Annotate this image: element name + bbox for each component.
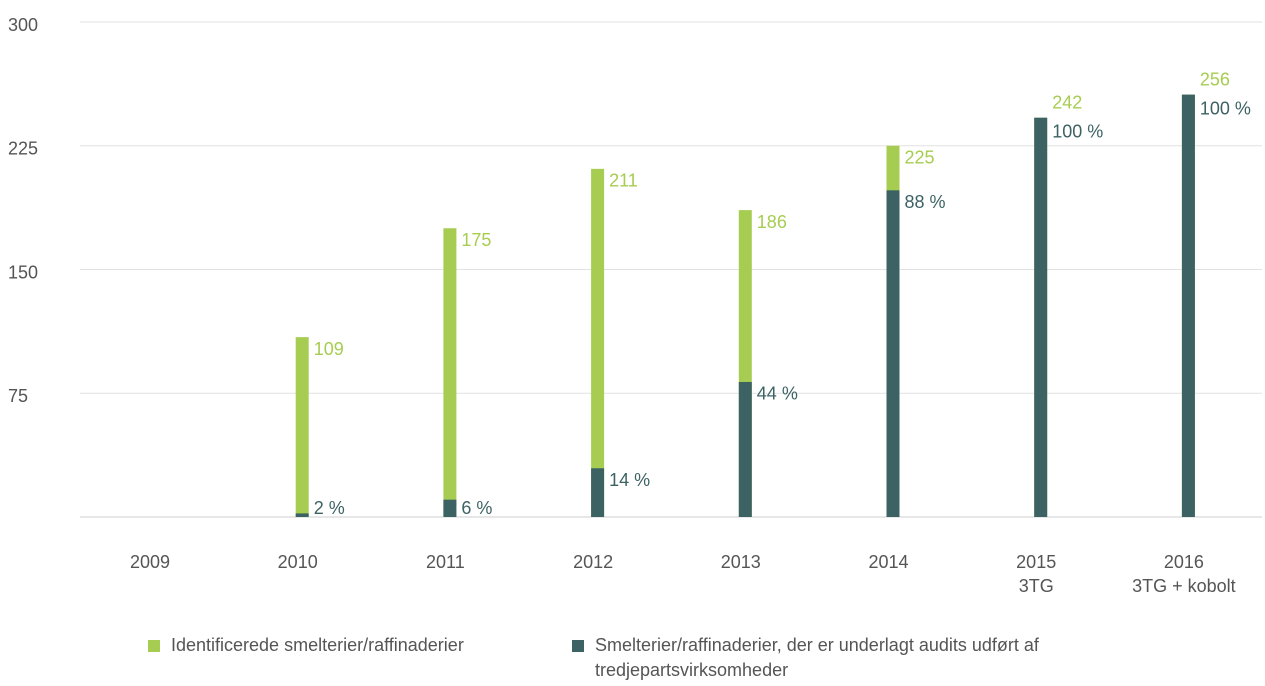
bar [591,468,605,517]
legend-label: Identificerede smelterier/raffinaderier [171,635,464,655]
bar [295,337,309,517]
x-tick-label: 3TG + kobolt [1132,576,1236,596]
bar [295,513,309,517]
y-tick-label: 300 [8,15,38,35]
data-label: 100 % [1052,121,1103,141]
x-tick-label: 2012 [573,552,613,572]
data-label: 44 % [757,384,798,404]
x-tick-label: 2009 [130,552,170,572]
y-tick-label: 150 [8,262,38,282]
data-label: 225 [905,148,935,168]
x-tick-label: 2016 [1164,552,1204,572]
data-label: 100 % [1200,98,1251,118]
x-tick-label: 2013 [721,552,761,572]
x-tick-label: 2014 [868,552,908,572]
x-tick-label: 2010 [278,552,318,572]
data-label: 109 [314,339,344,359]
data-label: 175 [461,230,491,250]
data-label: 6 % [461,498,492,518]
x-tick-label: 3TG [1019,576,1054,596]
data-label: 186 [757,212,787,232]
bar [1034,117,1048,517]
x-tick-label: 2011 [426,552,465,572]
bar [1181,94,1195,517]
data-label: 256 [1200,69,1230,89]
y-tick-label: 225 [8,139,38,159]
data-label: 14 % [609,470,650,490]
x-tick-label: 2015 [1016,552,1056,572]
data-label: 2 % [314,498,345,518]
bar [886,190,900,518]
data-label: 211 [609,171,638,191]
data-label: 242 [1052,92,1082,112]
legend-swatch [572,640,584,652]
legend-label: Smelterier/raffinaderier, der er underla… [595,635,1039,680]
data-label: 88 % [905,192,946,212]
legend-item: Smelterier/raffinaderier, der er underla… [572,633,1132,683]
bar [738,381,752,517]
bar [443,499,457,517]
y-tick-label: 75 [8,386,28,406]
chart: 75 150 225 300 2009 2010 109 2 % 2011 175 6 % 2012 2… [8,15,1262,596]
legend-item: Identificerede smelterier/raffinaderier [148,633,464,658]
bar [443,228,457,517]
bar [591,168,605,517]
legend-swatch [148,640,160,652]
